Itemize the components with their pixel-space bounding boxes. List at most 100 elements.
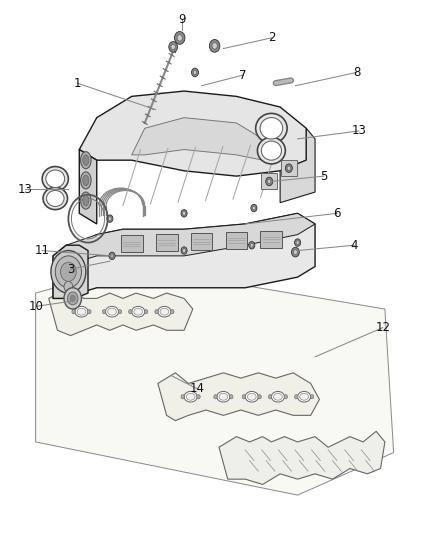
Circle shape (169, 42, 177, 52)
Circle shape (145, 310, 148, 314)
Ellipse shape (256, 114, 287, 143)
Ellipse shape (134, 308, 143, 315)
Circle shape (212, 43, 217, 49)
Ellipse shape (83, 195, 89, 206)
Circle shape (109, 252, 115, 260)
Circle shape (242, 394, 246, 399)
Circle shape (110, 254, 113, 258)
Circle shape (310, 394, 314, 399)
Circle shape (88, 310, 91, 314)
Text: 2: 2 (268, 31, 275, 44)
Ellipse shape (81, 172, 91, 189)
Bar (226, 232, 247, 249)
Circle shape (51, 251, 86, 293)
Circle shape (129, 310, 132, 314)
Polygon shape (66, 213, 315, 261)
Text: 11: 11 (35, 244, 49, 257)
Ellipse shape (217, 391, 230, 402)
Ellipse shape (75, 306, 88, 317)
Text: 7: 7 (239, 69, 247, 82)
Ellipse shape (261, 141, 282, 160)
Text: 10: 10 (28, 300, 43, 313)
Circle shape (193, 70, 197, 75)
Ellipse shape (300, 393, 308, 400)
Polygon shape (79, 150, 97, 224)
Text: 9: 9 (178, 13, 186, 26)
Text: 12: 12 (375, 321, 390, 334)
Ellipse shape (81, 192, 91, 209)
Ellipse shape (106, 306, 119, 317)
Circle shape (181, 394, 184, 399)
Ellipse shape (260, 118, 283, 139)
Circle shape (174, 31, 185, 44)
Circle shape (230, 394, 233, 399)
Circle shape (60, 262, 76, 281)
Ellipse shape (274, 393, 283, 400)
Text: 8: 8 (353, 66, 360, 79)
Polygon shape (79, 91, 306, 176)
Circle shape (181, 247, 187, 254)
Ellipse shape (272, 391, 285, 402)
Ellipse shape (160, 308, 169, 315)
Circle shape (55, 256, 81, 288)
Circle shape (108, 217, 111, 221)
Circle shape (197, 394, 200, 399)
Circle shape (183, 249, 186, 253)
Ellipse shape (108, 308, 117, 315)
Circle shape (171, 44, 175, 50)
Circle shape (287, 166, 290, 170)
Bar (191, 233, 212, 250)
Polygon shape (132, 118, 263, 160)
Circle shape (250, 244, 253, 247)
Ellipse shape (42, 166, 68, 191)
Circle shape (64, 281, 73, 292)
Circle shape (252, 206, 255, 210)
Ellipse shape (46, 190, 64, 206)
Ellipse shape (132, 306, 145, 317)
Ellipse shape (247, 393, 256, 400)
Text: 3: 3 (67, 263, 74, 276)
Ellipse shape (46, 170, 65, 188)
Text: 1: 1 (73, 77, 81, 90)
Circle shape (191, 68, 198, 77)
Polygon shape (158, 373, 319, 421)
Circle shape (293, 250, 297, 255)
Circle shape (294, 394, 298, 399)
Polygon shape (49, 288, 193, 336)
Circle shape (102, 310, 106, 314)
Circle shape (214, 394, 217, 399)
Polygon shape (219, 431, 385, 484)
Text: 14: 14 (190, 382, 205, 395)
Text: 13: 13 (351, 124, 366, 138)
Circle shape (177, 35, 182, 41)
Circle shape (258, 394, 261, 399)
Circle shape (118, 310, 122, 314)
Circle shape (268, 179, 271, 183)
Ellipse shape (297, 391, 311, 402)
Polygon shape (280, 128, 315, 203)
Polygon shape (53, 245, 88, 298)
Ellipse shape (43, 187, 67, 209)
Circle shape (294, 239, 300, 246)
Ellipse shape (258, 138, 286, 164)
Circle shape (67, 292, 78, 305)
Circle shape (296, 241, 299, 245)
Ellipse shape (77, 308, 86, 315)
Circle shape (70, 295, 75, 302)
Ellipse shape (81, 152, 91, 168)
Circle shape (155, 310, 158, 314)
Circle shape (268, 394, 272, 399)
Circle shape (286, 164, 292, 172)
Text: 5: 5 (320, 169, 328, 183)
Circle shape (183, 212, 186, 215)
Polygon shape (53, 213, 315, 298)
Ellipse shape (184, 391, 197, 402)
Circle shape (249, 241, 255, 249)
Text: 6: 6 (333, 207, 341, 220)
Ellipse shape (158, 306, 171, 317)
Ellipse shape (186, 393, 195, 400)
Ellipse shape (83, 175, 89, 185)
Ellipse shape (245, 391, 258, 402)
Circle shape (181, 209, 187, 217)
Bar (281, 160, 297, 176)
